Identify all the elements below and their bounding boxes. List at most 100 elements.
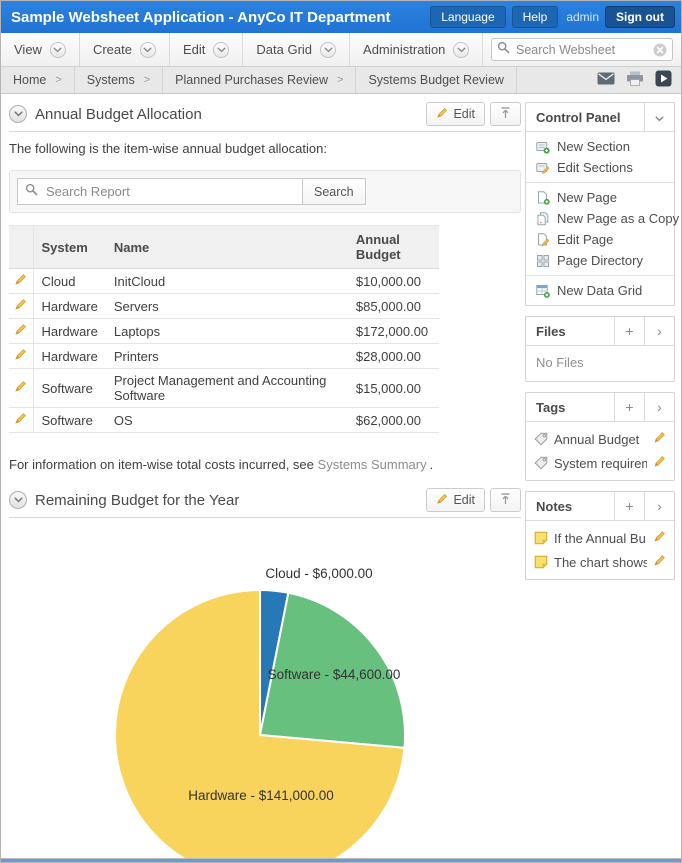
sidebar: Control Panel New Section Edit Sections Ne… bbox=[525, 102, 679, 858]
report-search-box bbox=[17, 178, 303, 205]
cell-system: Software bbox=[33, 407, 106, 433]
menu-edit[interactable]: Edit bbox=[170, 33, 244, 66]
page-content: Annual Budget Allocation Edit The follow… bbox=[1, 94, 681, 858]
edit-item-button[interactable] bbox=[653, 554, 666, 570]
cell-system: Hardware bbox=[33, 293, 106, 319]
tag-item: Annual Budget bbox=[526, 427, 674, 451]
collapse-section-icon[interactable] bbox=[9, 491, 27, 509]
menu-items: View Create Edit Data Grid Administration bbox=[1, 33, 484, 66]
menu-bar: View Create Edit Data Grid Administration bbox=[1, 33, 681, 67]
table-row: Hardware Printers $28,000.00 bbox=[9, 343, 439, 369]
note-item: If the Annual Bu... bbox=[526, 526, 674, 550]
edit-row-button[interactable] bbox=[14, 348, 27, 364]
edit-row-button[interactable] bbox=[14, 298, 27, 314]
table-footer-text: For information on item-wise total costs… bbox=[9, 457, 521, 472]
edit-item-button[interactable] bbox=[653, 431, 666, 447]
edit-page-icon bbox=[536, 232, 550, 247]
edit-row-button[interactable] bbox=[14, 412, 27, 428]
edit-row-button[interactable] bbox=[14, 380, 27, 396]
tags-panel-header: Tags + › bbox=[526, 393, 674, 422]
row-edit-cell bbox=[9, 343, 34, 369]
menu-administration[interactable]: Administration bbox=[350, 33, 484, 66]
section-remaining-budget-header: Remaining Budget for the Year Edit bbox=[9, 488, 521, 518]
report-search-input[interactable] bbox=[44, 183, 295, 200]
move-to-top-button[interactable] bbox=[490, 102, 521, 126]
report-search-button[interactable]: Search bbox=[302, 178, 366, 205]
section-intro-text: The following is the item-wise annual bu… bbox=[9, 141, 327, 156]
menu-data-grid[interactable]: Data Grid bbox=[243, 33, 351, 66]
crumb-systems[interactable]: Systems > bbox=[75, 67, 164, 93]
crumb-planned-purchases-review[interactable]: Planned Purchases Review > bbox=[163, 67, 357, 93]
to-top-icon bbox=[500, 106, 511, 122]
control-panel-item-new-section[interactable]: New Section bbox=[536, 136, 664, 157]
systems-summary-link[interactable]: Systems Summary bbox=[317, 457, 427, 472]
item-label: Page Directory bbox=[557, 253, 643, 268]
edit-item-button[interactable] bbox=[653, 530, 666, 546]
email-button[interactable] bbox=[597, 72, 615, 88]
breadcrumb-bar: Home > Systems > Planned Purchases Review > Sy… bbox=[1, 67, 681, 94]
expand-tags-button[interactable]: › bbox=[644, 393, 674, 421]
edit-section-button[interactable]: Edit bbox=[426, 488, 485, 512]
notes-panel: Notes + › If the Annual Bu... The chart s… bbox=[525, 491, 675, 580]
edit-section-button[interactable]: Edit bbox=[426, 102, 485, 126]
header-actions: Language Help admin Sign out bbox=[424, 6, 675, 28]
item-label: Edit Page bbox=[557, 232, 614, 247]
edit-item-button[interactable] bbox=[653, 455, 666, 471]
edit-row-button[interactable] bbox=[14, 323, 27, 339]
table-row: Hardware Servers $85,000.00 bbox=[9, 293, 439, 319]
note-icon bbox=[534, 531, 548, 545]
tag-icon bbox=[534, 432, 548, 446]
websheet-search-input[interactable] bbox=[514, 41, 649, 58]
crumb-label: Planned Purchases Review bbox=[175, 73, 329, 87]
new-section-icon bbox=[536, 140, 550, 154]
envelope-icon bbox=[597, 72, 615, 88]
cell-annual-budget: $85,000.00 bbox=[347, 293, 439, 319]
collapse-control-panel-button[interactable] bbox=[644, 103, 674, 131]
control-panel-item-page-directory[interactable]: Page Directory bbox=[536, 250, 664, 271]
pencil-icon bbox=[436, 107, 448, 122]
collapse-section-icon[interactable] bbox=[9, 105, 27, 123]
page-directory-icon bbox=[536, 254, 550, 268]
note-item: The chart shows s... bbox=[526, 550, 674, 574]
menu-view[interactable]: View bbox=[1, 33, 80, 66]
pencil-icon bbox=[436, 493, 448, 508]
cell-annual-budget: $28,000.00 bbox=[347, 343, 439, 369]
item-label: New Page bbox=[557, 190, 617, 205]
control-panel-item-new-page[interactable]: New Page bbox=[536, 187, 664, 208]
clear-search-icon[interactable] bbox=[653, 43, 667, 57]
expand-files-button[interactable]: › bbox=[644, 317, 674, 345]
signout-button[interactable]: Sign out bbox=[605, 6, 675, 28]
pencil-icon bbox=[14, 412, 27, 428]
print-button[interactable] bbox=[626, 71, 644, 89]
add-note-button[interactable]: + bbox=[614, 492, 644, 520]
control-panel-item-edit-sections[interactable]: Edit Sections bbox=[536, 157, 664, 178]
control-panel-header: Control Panel bbox=[526, 103, 674, 132]
section-title: Remaining Budget for the Year bbox=[35, 491, 240, 509]
move-to-top-button[interactable] bbox=[490, 488, 521, 512]
control-panel-item-new-page-as-a-copy[interactable]: New Page as a Copy bbox=[536, 208, 679, 229]
footer-bar bbox=[1, 858, 681, 862]
edit-row-button[interactable] bbox=[14, 273, 27, 289]
pencil-icon bbox=[653, 554, 666, 570]
control-panel-item-edit-page[interactable]: Edit Page bbox=[536, 229, 664, 250]
crumb-systems-budget-review[interactable]: Systems Budget Review bbox=[356, 67, 517, 93]
help-button[interactable]: Help bbox=[511, 6, 559, 28]
language-button[interactable]: Language bbox=[430, 6, 506, 28]
crumb-home[interactable]: Home > bbox=[1, 67, 75, 93]
item-label: The chart shows s... bbox=[554, 554, 647, 570]
note-icon bbox=[534, 555, 548, 569]
files-empty-text: No Files bbox=[536, 355, 584, 370]
control-panel-item-new-data-grid[interactable]: New Data Grid bbox=[536, 280, 664, 301]
notes-panel-header: Notes + › bbox=[526, 492, 674, 521]
add-tag-button[interactable]: + bbox=[614, 393, 644, 421]
table-header: System Name Annual Budget bbox=[9, 225, 439, 269]
edit-sections-icon bbox=[536, 161, 550, 175]
presentation-button[interactable] bbox=[655, 70, 672, 90]
expand-notes-button[interactable]: › bbox=[644, 492, 674, 520]
control-panel-group: New Data Grid bbox=[526, 275, 674, 305]
menu-create[interactable]: Create bbox=[80, 33, 170, 66]
add-file-button[interactable]: + bbox=[614, 317, 644, 345]
app-header: Sample Websheet Application - AnyCo IT D… bbox=[1, 1, 681, 33]
pie-label-hardware: Hardware - $141,000.00 bbox=[188, 788, 334, 803]
play-icon bbox=[655, 70, 672, 90]
